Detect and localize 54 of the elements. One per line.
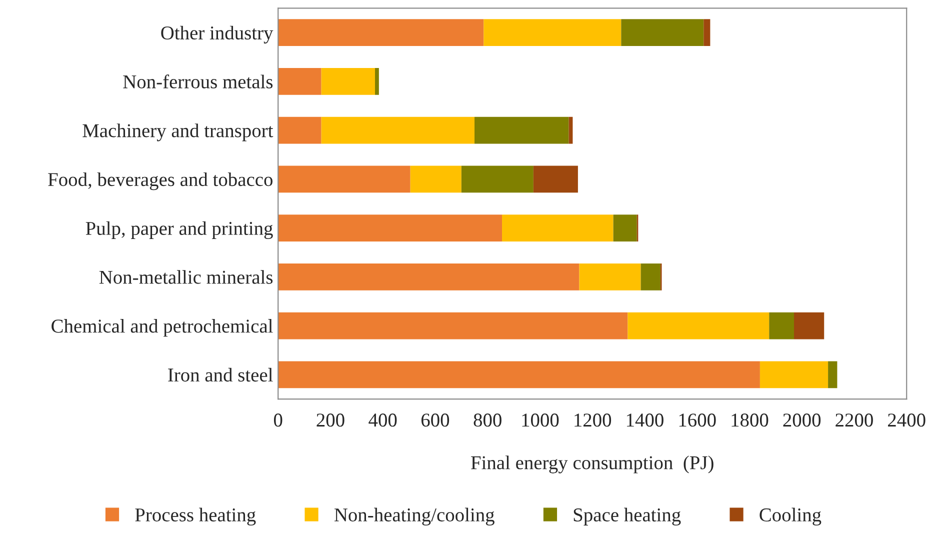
x-axis-title: Final energy consumption (PJ) bbox=[471, 456, 714, 474]
bar bbox=[502, 214, 614, 242]
bar bbox=[579, 263, 641, 290]
y-tick-label: Other industry bbox=[161, 26, 274, 44]
x-tick-label: 2000 bbox=[783, 414, 821, 427]
bar bbox=[278, 68, 322, 95]
x-tick-label: 1400 bbox=[626, 414, 664, 427]
y-tick-label: Non-metallic minerals bbox=[99, 270, 273, 284]
bar bbox=[484, 19, 622, 46]
x-tick-label: 2400 bbox=[888, 414, 926, 427]
bar bbox=[568, 116, 573, 144]
y-tick-label: Chemical and petrochemical bbox=[52, 319, 273, 337]
bar bbox=[533, 166, 578, 193]
legend-label: Process heating bbox=[135, 508, 256, 526]
y-tick-label: Food, beverages and tobacco bbox=[48, 172, 272, 190]
legend-label: Non-heating/cooling bbox=[334, 508, 494, 526]
y-tick-label: Pulp, paper and printing bbox=[86, 221, 273, 239]
bar bbox=[278, 116, 322, 144]
bar bbox=[321, 116, 475, 144]
bar bbox=[278, 214, 502, 242]
x-tick-label: 1600 bbox=[679, 414, 716, 427]
x-tick-label: 1200 bbox=[574, 414, 612, 427]
x-tick-label: 1800 bbox=[732, 414, 768, 427]
x-tick-label: 600 bbox=[421, 414, 450, 427]
bar bbox=[321, 68, 375, 95]
y-tick-label: Non-ferrous metals bbox=[123, 74, 273, 88]
bar bbox=[769, 312, 794, 340]
bar bbox=[828, 361, 838, 388]
bar bbox=[410, 166, 462, 193]
bar bbox=[640, 263, 660, 290]
bar bbox=[794, 312, 824, 340]
bar bbox=[474, 116, 569, 144]
bar bbox=[760, 361, 828, 388]
bar bbox=[278, 361, 760, 388]
bar bbox=[461, 166, 534, 193]
bar bbox=[278, 263, 580, 290]
x-tick-label: 200 bbox=[316, 414, 344, 427]
bar bbox=[278, 166, 410, 193]
y-tick-label: Machinery and transport bbox=[82, 124, 274, 142]
legend-label: Cooling bbox=[760, 508, 822, 526]
bar bbox=[278, 19, 484, 46]
bar bbox=[374, 68, 379, 95]
x-tick-label: 1000 bbox=[522, 414, 559, 427]
bar bbox=[613, 214, 637, 242]
x-tick-label: 2200 bbox=[836, 414, 873, 427]
bar bbox=[621, 19, 704, 46]
bar bbox=[704, 19, 710, 46]
bar bbox=[278, 312, 628, 340]
y-tick-label: Iron and steel bbox=[168, 368, 273, 382]
bar bbox=[628, 312, 770, 340]
x-tick-label: 400 bbox=[368, 414, 397, 427]
x-tick-label: 0 bbox=[274, 414, 282, 427]
legend-label: Space heating bbox=[574, 508, 681, 526]
x-tick-label: 800 bbox=[474, 414, 502, 427]
